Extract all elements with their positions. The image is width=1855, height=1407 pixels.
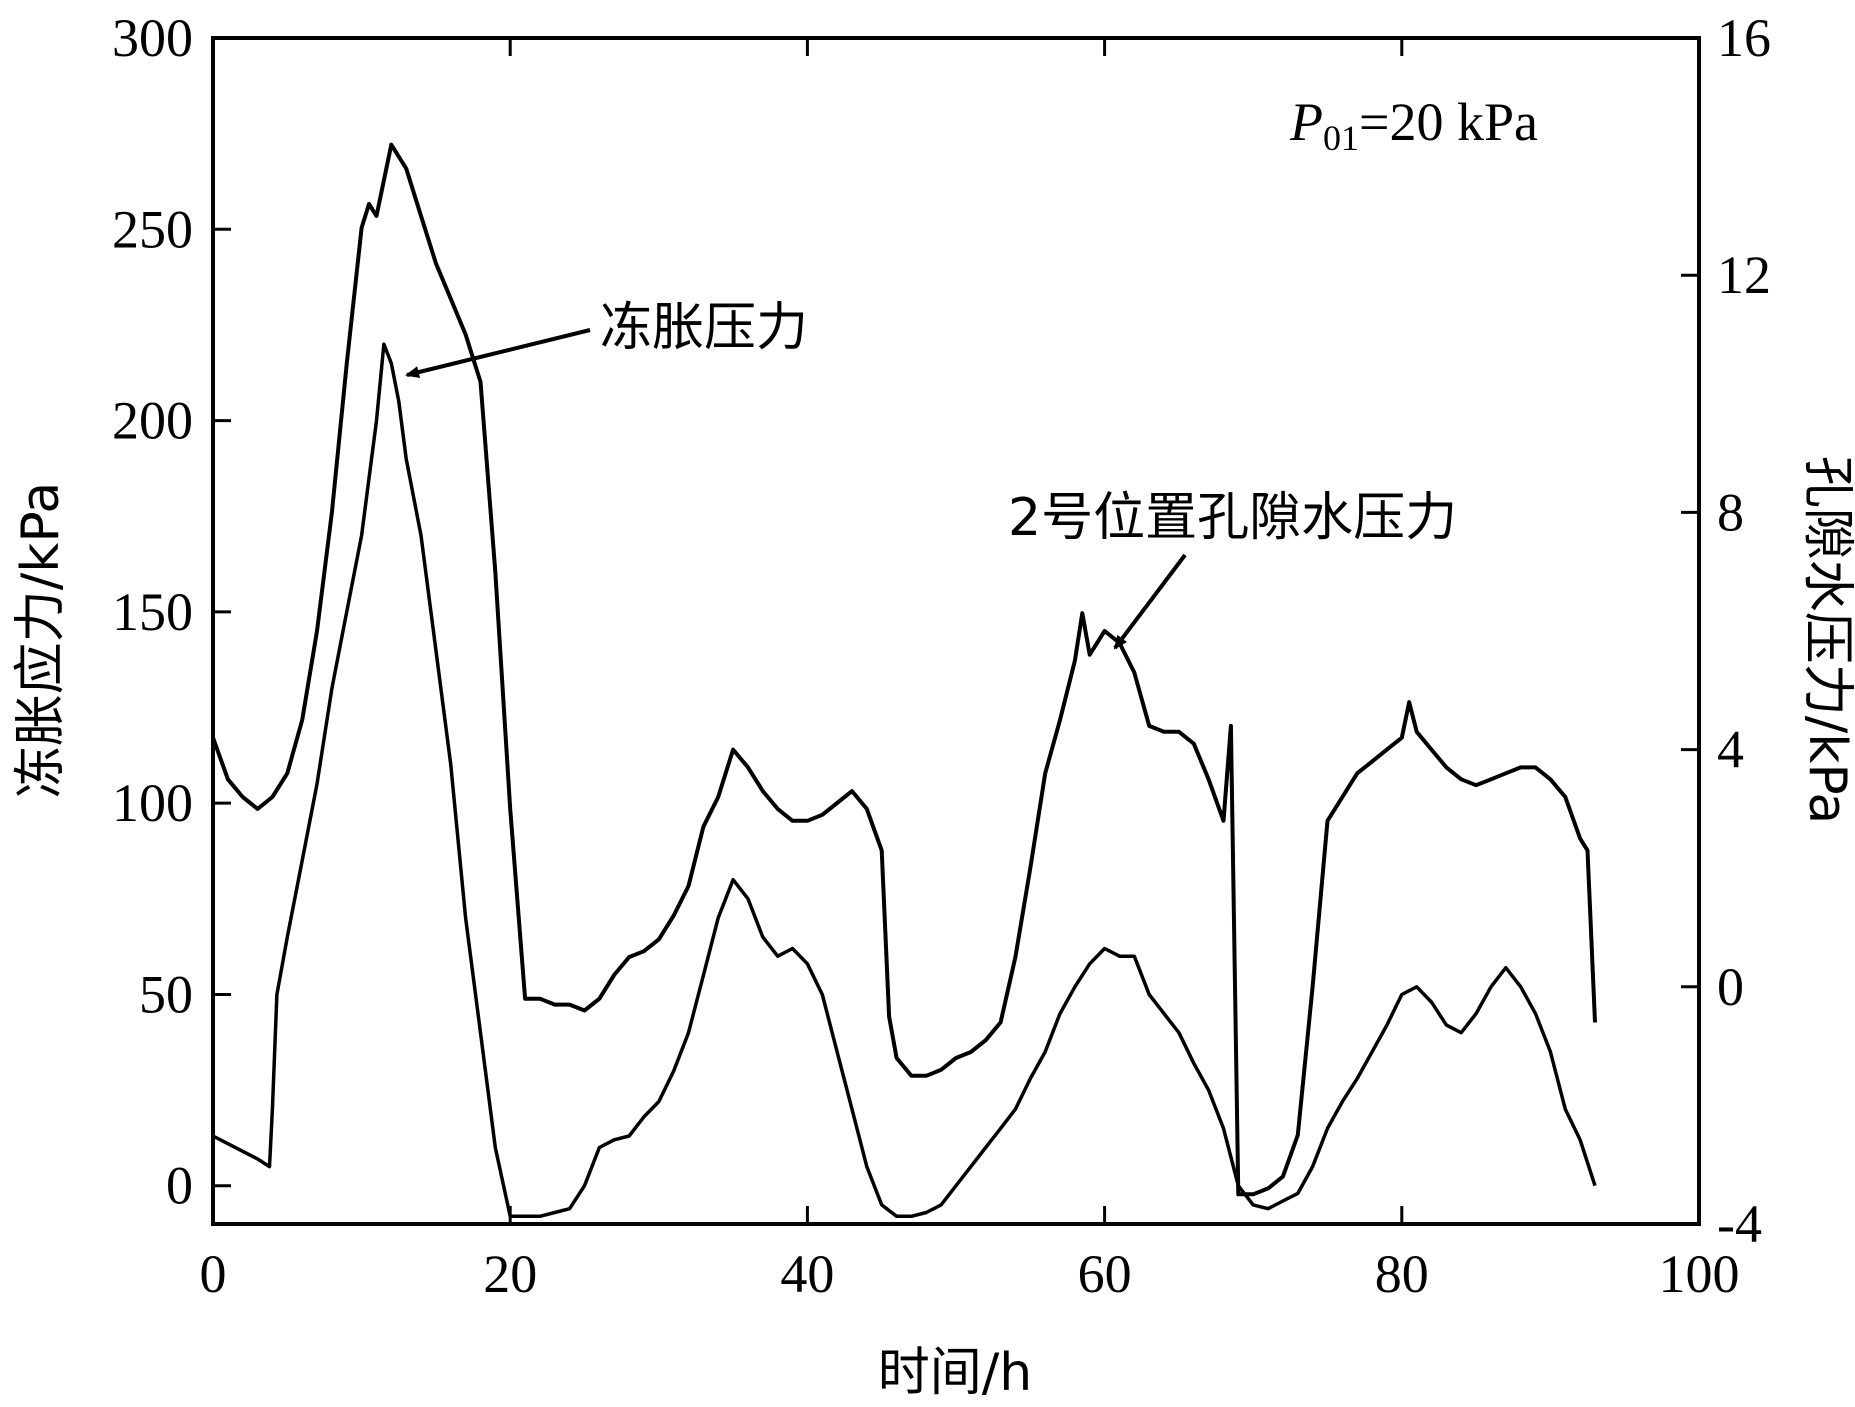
frost-pressure-label: 冻胀压力 [600, 298, 808, 358]
left-y-tick-label: 300 [112, 8, 193, 68]
left-y-tick-label: 250 [112, 199, 193, 259]
x-tick-label: 40 [780, 1244, 834, 1304]
right-y-tick-label: -4 [1717, 1194, 1762, 1254]
left-y-tick-label: 200 [112, 391, 193, 451]
right-y-axis-title: 孔隙水压力/kPa [1797, 456, 1855, 825]
parameter-value: =20 kPa [1359, 92, 1538, 152]
parameter-label: P01=20 kPa [1289, 92, 1538, 158]
right-y-tick-label: 12 [1717, 245, 1771, 305]
left-y-axis-ticks: 0 50 100 150 200 250 300 [112, 8, 231, 1216]
right-y-tick-label: 0 [1717, 957, 1744, 1017]
left-y-tick-label: 0 [166, 1156, 193, 1216]
x-tick-label: 0 [200, 1244, 227, 1304]
right-y-tick-label: 8 [1717, 482, 1744, 542]
left-y-tick-label: 50 [139, 964, 193, 1024]
x-axis-title: 时间/h [878, 1343, 1032, 1403]
parameter-symbol: P [1289, 92, 1323, 152]
x-axis-ticks: 0 20 40 60 80 100 [200, 38, 1740, 1304]
right-y-tick-label: 16 [1717, 8, 1771, 68]
pore-pressure-label: 2号位置孔隙水压力 [1008, 488, 1457, 548]
left-y-tick-label: 150 [112, 582, 193, 642]
right-y-axis-ticks: -4 0 4 8 12 16 [1681, 8, 1771, 1254]
x-tick-label: 20 [483, 1244, 537, 1304]
left-y-axis-title: 冻胀应力/kPa [11, 482, 71, 799]
left-y-tick-label: 100 [112, 773, 193, 833]
pore-pressure-arrow [1113, 553, 1187, 650]
series-layer [211, 142, 1597, 1219]
x-tick-label: 80 [1375, 1244, 1429, 1304]
frost-heave-stress-line [212, 342, 1597, 1219]
right-y-tick-label: 4 [1717, 720, 1744, 780]
parameter-subscript: 01 [1323, 118, 1359, 158]
plot-frame [211, 36, 1701, 1226]
x-tick-label: 100 [1659, 1244, 1740, 1304]
pore-water-pressure-line [211, 142, 1597, 1197]
x-tick-label: 60 [1078, 1244, 1132, 1304]
frost-pressure-arrow [405, 328, 591, 378]
